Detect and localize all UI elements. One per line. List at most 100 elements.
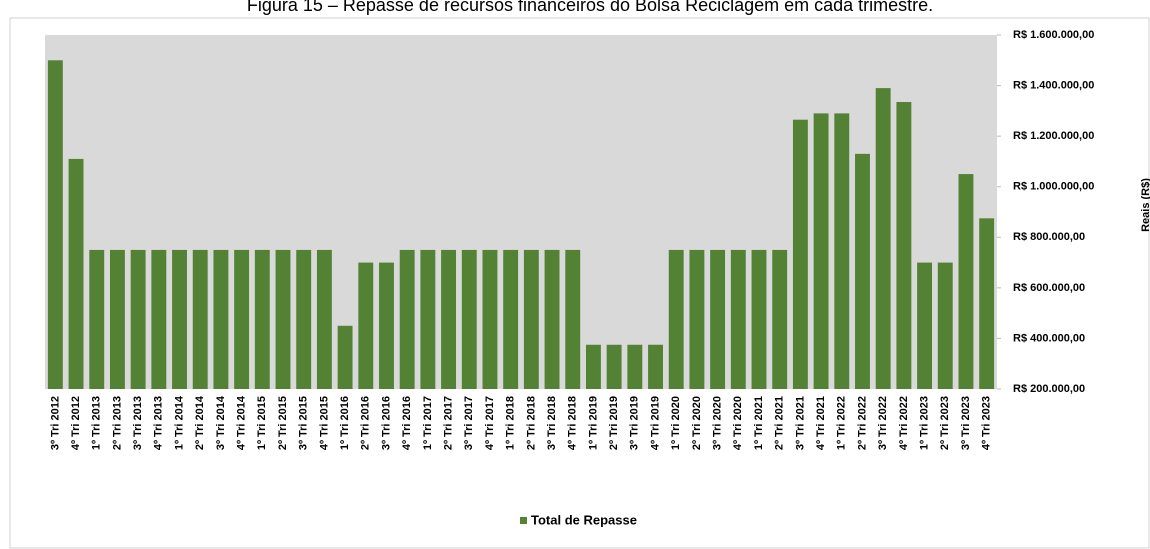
x-tick-label: 4º Tri 2012	[70, 396, 82, 450]
x-tick-label: 3º Tri 2017	[463, 396, 475, 450]
bar	[47, 60, 63, 390]
x-tick-label: 2º Tri 2019	[608, 396, 620, 450]
bar	[68, 158, 84, 389]
x-tick-label: 2º Tri 2022	[856, 396, 868, 450]
x-tick-label: 1º Tri 2020	[670, 396, 682, 450]
x-tick-label: 2º Tri 2018	[525, 396, 537, 450]
bar	[109, 249, 125, 389]
y-tick-label: R$ 400.000,00	[1013, 332, 1085, 344]
plot-area	[45, 35, 997, 389]
y-tick-label: R$ 200.000,00	[1013, 383, 1085, 395]
x-tick-label: 4º Tri 2022	[898, 396, 910, 450]
x-tick-label: 4º Tri 2014	[236, 395, 248, 450]
bar	[234, 249, 250, 389]
bar	[130, 249, 146, 389]
x-tick-label: 4º Tri 2013	[153, 396, 165, 450]
y-tick-label: R$ 1.600.000,00	[1013, 29, 1094, 41]
bar	[917, 262, 933, 389]
bar	[441, 249, 457, 389]
x-tick-label: 2º Tri 2014	[194, 395, 206, 450]
x-tick-label: 3º Tri 2023	[960, 396, 972, 450]
x-tick-label: 3º Tri 2014	[215, 395, 227, 450]
bar	[337, 325, 353, 389]
bar	[482, 249, 498, 389]
x-tick-label: 3º Tri 2021	[794, 396, 806, 450]
bar	[937, 262, 953, 389]
bar	[585, 344, 601, 389]
y-axis-label: Reais (R$)	[1140, 178, 1150, 232]
y-tick-label: R$ 600.000,00	[1013, 282, 1085, 294]
bar	[523, 249, 539, 389]
bar	[813, 113, 829, 389]
bar	[772, 249, 788, 389]
bar	[855, 153, 870, 389]
bar	[254, 249, 270, 389]
x-tick-label: 1º Tri 2019	[587, 396, 599, 450]
bar	[689, 249, 705, 389]
bar	[151, 249, 167, 389]
bar	[792, 119, 808, 389]
bar	[296, 249, 312, 389]
x-tick-label: 4º Tri 2023	[981, 396, 993, 450]
bar	[275, 249, 291, 389]
x-tick-label: 4º Tri 2021	[815, 396, 827, 450]
y-tick-label: R$ 1.400.000,00	[1013, 79, 1094, 91]
x-tick-label: 3º Tri 2015	[298, 396, 310, 450]
legend-label: Total de Repasse	[531, 512, 637, 527]
x-tick-label: 3º Tri 2022	[877, 396, 889, 450]
legend-swatch	[520, 517, 527, 524]
x-tick-label: 2º Tri 2013	[111, 396, 123, 450]
bar	[358, 262, 374, 389]
x-tick-label: 2º Tri 2016	[360, 396, 372, 450]
bar	[192, 249, 208, 389]
bar	[834, 113, 850, 389]
bar	[648, 344, 663, 389]
bar	[503, 249, 519, 389]
bar	[668, 249, 684, 389]
x-tick-label: 4º Tri 2017	[484, 396, 496, 450]
x-tick-label: 3º Tri 2018	[546, 396, 558, 450]
bar	[875, 88, 891, 389]
x-tick-label: 4º Tri 2019	[649, 396, 661, 450]
x-tick-label: 2º Tri 2020	[691, 396, 703, 450]
x-tick-label: 4º Tri 2015	[318, 396, 330, 450]
bar	[89, 249, 105, 389]
x-tick-label: 1º Tri 2016	[339, 396, 351, 450]
x-tick-label: 1º Tri 2023	[918, 396, 930, 450]
bar	[461, 249, 477, 389]
chart-border	[9, 17, 1150, 549]
y-tick-label: R$ 1.000.000,00	[1013, 181, 1094, 193]
x-tick-label: 4º Tri 2016	[401, 396, 413, 450]
x-tick-label: 3º Tri 2020	[712, 396, 724, 450]
x-tick-label: 1º Tri 2022	[836, 396, 848, 450]
bar	[896, 102, 912, 389]
bar	[172, 249, 187, 389]
x-tick-label: 3º Tri 2012	[49, 396, 61, 450]
x-tick-label: 2º Tri 2023	[939, 396, 951, 450]
bar	[420, 249, 436, 389]
bar	[606, 344, 622, 389]
bar	[399, 249, 415, 389]
x-tick-label: 1º Tri 2015	[256, 396, 268, 450]
bar	[379, 262, 394, 389]
bar	[710, 249, 726, 389]
bar	[958, 174, 974, 389]
bar	[979, 218, 995, 389]
bar	[627, 344, 643, 389]
x-tick-label: 1º Tri 2013	[91, 396, 103, 450]
x-tick-label: 3º Tri 2016	[380, 396, 392, 450]
bar	[544, 249, 560, 389]
x-tick-label: 4º Tri 2020	[732, 396, 744, 450]
bar	[213, 249, 229, 389]
x-tick-label: 1º Tri 2021	[753, 396, 765, 450]
bar	[751, 249, 767, 389]
x-tick-label: 2º Tri 2015	[277, 396, 289, 450]
bar	[565, 249, 581, 389]
x-tick-label: 1º Tri 2017	[422, 396, 434, 450]
x-tick-label: 2º Tri 2017	[442, 396, 454, 450]
y-tick-label: R$ 1.200.000,00	[1013, 130, 1094, 142]
chart-title: Figura 15 – Repasse de recursos financei…	[247, 0, 933, 15]
x-tick-label: 3º Tri 2013	[132, 396, 144, 450]
y-tick-label: R$ 800.000,00	[1013, 231, 1085, 243]
